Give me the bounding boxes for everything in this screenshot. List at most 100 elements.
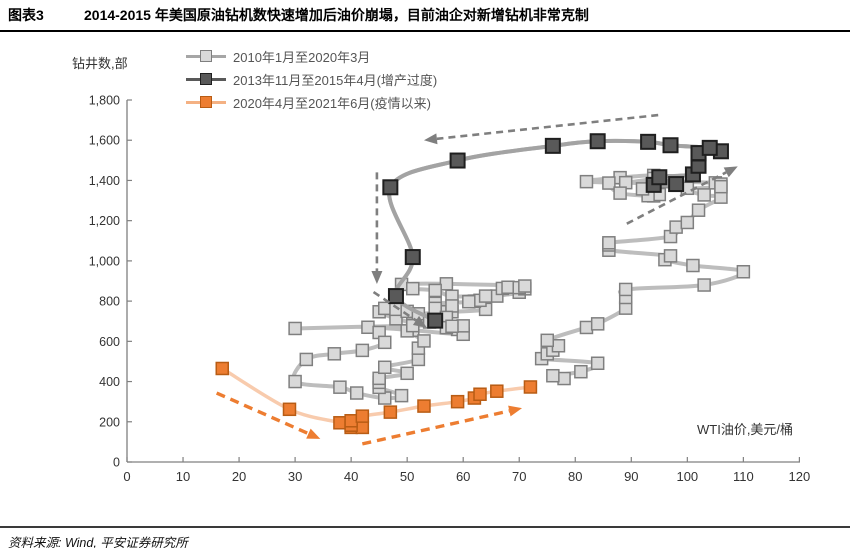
data-point-marker [439,277,454,291]
data-point-marker [618,282,633,297]
data-point-marker [551,339,566,353]
data-point-marker [417,399,431,413]
x-tick-label: 30 [288,469,302,484]
x-tick-label: 20 [232,469,246,484]
data-point-marker [668,176,685,193]
data-point-marker [613,186,627,200]
data-point-marker [445,319,459,334]
dashed-arrow-line [372,290,417,322]
data-point-marker [590,317,605,331]
data-point-marker [574,364,588,379]
dashed-arrow-line [436,113,659,141]
data-point-marker [333,380,347,394]
arrowhead-icon [508,405,523,417]
data-point-marker [701,139,718,156]
data-point-marker [669,220,683,234]
data-point-marker [378,335,392,350]
y-tick-label: 1,600 [89,134,120,148]
data-point-marker [378,301,392,316]
figure-label: 图表3 [8,7,44,23]
data-point-marker [378,360,392,375]
data-point-marker [355,409,370,423]
x-tick-label: 40 [344,469,358,484]
data-point-marker [215,361,230,376]
data-point-marker [361,320,375,335]
data-point-marker [445,299,459,313]
legend-item-0: 2010年1月至2020年3月 [186,49,437,65]
data-point-marker [697,188,711,202]
data-point-marker [714,179,728,194]
data-point-marker [478,289,493,303]
data-point-marker [327,347,342,361]
y-tick-label: 600 [99,335,120,349]
chart-legend: 2010年1月至2020年3月 2013年11月至2015年4月(增产过度) 202… [186,49,437,111]
data-point-marker [544,137,561,154]
y-tick-label: 800 [99,295,120,309]
data-point-marker [579,174,594,189]
data-point-marker [406,281,420,296]
arrowhead-icon [371,271,383,285]
data-point-marker [736,264,751,279]
data-point-marker [288,374,302,389]
data-point-marker [383,405,398,419]
x-tick-label: 50 [400,469,414,484]
arrowhead-icon [412,315,427,328]
data-point-marker [382,179,399,196]
x-tick-label: 90 [624,469,638,484]
data-point-marker [400,366,414,381]
dashed-arrow-line [361,409,510,446]
legend-marker-icon [186,96,226,108]
data-point-marker [372,371,386,386]
data-point-marker [299,352,314,367]
data-point-marker [355,343,370,358]
data-point-marker [282,402,297,417]
data-point-marker [462,294,476,309]
y-tick-label: 200 [99,415,120,429]
data-point-marker [344,414,358,428]
y-tick-label: 1,200 [89,214,120,228]
data-point-marker [540,333,554,348]
legend-label: 2010年1月至2020年3月 [233,50,371,65]
x-tick-label: 10 [176,469,190,484]
data-point-marker [640,133,657,150]
data-point-marker [427,312,444,329]
data-point-marker [602,236,616,250]
data-point-marker [449,152,466,169]
x-tick-label: 80 [568,469,582,484]
data-point-marker [662,137,679,154]
dashed-arrow-line [215,391,310,436]
data-point-marker [686,258,700,273]
figure-title: 2014-2015 年美国原油钻机数快速增加后油价崩塌，目前油企对新增钻机非常克… [84,7,589,23]
dashed-arrow-line [626,171,727,225]
arrowhead-icon [306,428,321,439]
legend-item-2: 2020年4月至2021年6月(疫情以来) [186,95,437,111]
arrowhead-icon [423,133,438,145]
data-point-marker [697,278,711,292]
data-point-marker [651,169,668,186]
figure-header: 图表3 2014-2015 年美国原油钻机数快速增加后油价崩塌，目前油企对新增钻… [0,0,850,32]
data-point-marker [450,394,465,409]
arrowhead-icon [723,166,738,178]
data-point-marker [490,384,504,398]
data-point-marker [589,133,606,150]
data-point-marker [394,388,409,403]
y-tick-label: 400 [99,375,120,389]
data-point-marker [518,279,532,293]
data-point-marker [428,301,442,316]
x-tick-label: 0 [123,469,130,484]
legend-item-1: 2013年11月至2015年4月(增产过度) [186,72,437,88]
x-tick-label: 120 [789,469,811,484]
data-point-marker [389,302,403,317]
x-axis-title: WTI油价,美元/桶 [697,422,794,437]
data-point-marker [579,320,594,335]
data-point-marker [590,356,605,371]
source-note: 资料来源: Wind, 平安证券研究所 [0,526,850,548]
data-point-marker [663,249,678,263]
x-tick-label: 110 [733,469,754,484]
data-point-marker [473,387,487,401]
y-axis-title: 钻井数,部 [72,56,128,71]
annotation-arrows [215,113,738,446]
y-tick-label: 0 [113,456,120,470]
data-point-marker [523,380,538,394]
